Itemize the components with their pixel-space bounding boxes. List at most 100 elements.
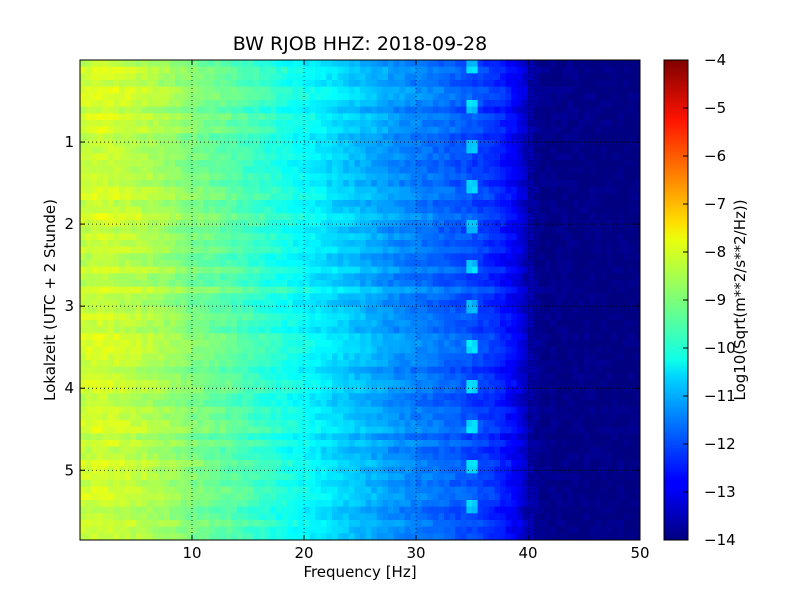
heatmap-cell xyxy=(360,353,367,361)
heatmap-cell xyxy=(102,320,109,328)
heatmap-cell xyxy=(432,200,439,208)
heatmap-cell xyxy=(472,213,479,221)
heatmap-cell xyxy=(231,200,238,208)
heatmap-cell xyxy=(248,253,255,261)
heatmap-cell xyxy=(259,386,266,394)
heatmap-cell xyxy=(192,60,199,68)
heatmap-cell xyxy=(556,260,563,268)
heatmap-cell xyxy=(158,313,165,321)
heatmap-cell xyxy=(410,240,417,248)
heatmap-cell xyxy=(180,280,187,288)
heatmap-cell xyxy=(337,113,344,121)
heatmap-cell xyxy=(410,166,417,174)
heatmap-cell xyxy=(158,240,165,248)
heatmap-cell xyxy=(623,73,630,81)
heatmap-cell xyxy=(522,160,529,168)
heatmap-cell xyxy=(315,166,322,174)
heatmap-cell xyxy=(606,66,613,74)
heatmap-cell xyxy=(522,280,529,288)
heatmap-cell xyxy=(427,133,434,141)
heatmap-cell xyxy=(304,133,311,141)
heatmap-cell xyxy=(320,133,327,141)
heatmap-cell xyxy=(197,100,204,108)
heatmap-cell xyxy=(511,253,518,261)
heatmap-cell xyxy=(360,113,367,121)
heatmap-cell xyxy=(567,93,574,101)
heatmap-cell xyxy=(360,313,367,321)
heatmap-cell xyxy=(589,220,596,228)
heatmap-cell xyxy=(124,153,131,161)
heatmap-cell xyxy=(242,173,249,181)
heatmap-cell xyxy=(634,260,640,268)
heatmap-cell xyxy=(505,100,512,108)
heatmap-cell xyxy=(528,246,535,254)
heatmap-cell xyxy=(606,73,613,81)
heatmap-cell xyxy=(304,253,311,261)
heatmap-cell xyxy=(158,80,165,88)
heatmap-cell xyxy=(332,326,339,334)
heatmap-cell xyxy=(595,373,602,381)
heatmap-cell xyxy=(449,373,456,381)
heatmap-cell xyxy=(388,233,395,241)
heatmap-cell xyxy=(466,273,473,281)
heatmap-cell xyxy=(320,340,327,348)
heatmap-cell xyxy=(225,353,232,361)
heatmap-cell xyxy=(539,260,546,268)
heatmap-cell xyxy=(320,140,327,148)
heatmap-cell xyxy=(147,126,154,134)
heatmap-cell xyxy=(320,80,327,88)
heatmap-cell xyxy=(393,106,400,114)
heatmap-cell xyxy=(248,293,255,301)
heatmap-cell xyxy=(382,266,389,274)
heatmap-cell xyxy=(393,126,400,134)
heatmap-cell xyxy=(169,193,176,201)
heatmap-cell xyxy=(298,100,305,108)
heatmap-cell xyxy=(113,366,120,374)
heatmap-cell xyxy=(242,93,249,101)
heatmap-cell xyxy=(421,386,428,394)
heatmap-cell xyxy=(528,240,535,248)
heatmap-cell xyxy=(388,380,395,388)
heatmap-cell xyxy=(522,86,529,94)
heatmap-cell xyxy=(511,193,518,201)
heatmap-cell xyxy=(404,280,411,288)
heatmap-cell xyxy=(634,180,640,188)
heatmap-cell xyxy=(600,333,607,341)
heatmap-cell xyxy=(281,180,288,188)
heatmap-cell xyxy=(477,173,484,181)
heatmap-cell xyxy=(242,80,249,88)
heatmap-cell xyxy=(567,193,574,201)
heatmap-cell xyxy=(124,66,131,74)
heatmap-cell xyxy=(248,286,255,294)
heatmap-cell xyxy=(416,113,423,121)
heatmap-cell xyxy=(253,286,260,294)
heatmap-cell xyxy=(438,326,445,334)
heatmap-cell xyxy=(320,166,327,174)
heatmap-cell xyxy=(80,100,87,108)
heatmap-cell xyxy=(80,113,87,121)
heatmap-cell xyxy=(108,113,115,121)
heatmap-cell xyxy=(511,180,518,188)
heatmap-cell xyxy=(152,186,159,194)
heatmap-cell xyxy=(108,333,115,341)
heatmap-cell xyxy=(169,106,176,114)
heatmap-cell xyxy=(141,120,148,128)
heatmap-cell xyxy=(332,73,339,81)
heatmap-cell xyxy=(421,220,428,228)
heatmap-cell xyxy=(432,246,439,254)
heatmap-cell xyxy=(466,180,473,188)
heatmap-cell xyxy=(634,246,640,254)
heatmap-cell xyxy=(113,226,120,234)
heatmap-cell xyxy=(169,300,176,308)
heatmap-cell xyxy=(264,246,271,254)
heatmap-cell xyxy=(466,126,473,134)
heatmap-cell xyxy=(505,280,512,288)
heatmap-cell xyxy=(483,306,490,314)
heatmap-cell xyxy=(242,346,249,354)
heatmap-cell xyxy=(96,373,103,381)
heatmap-cell xyxy=(488,260,495,268)
heatmap-cell xyxy=(124,60,131,68)
heatmap-cell xyxy=(516,353,523,361)
heatmap-cell xyxy=(113,266,120,274)
heatmap-cell xyxy=(270,133,277,141)
